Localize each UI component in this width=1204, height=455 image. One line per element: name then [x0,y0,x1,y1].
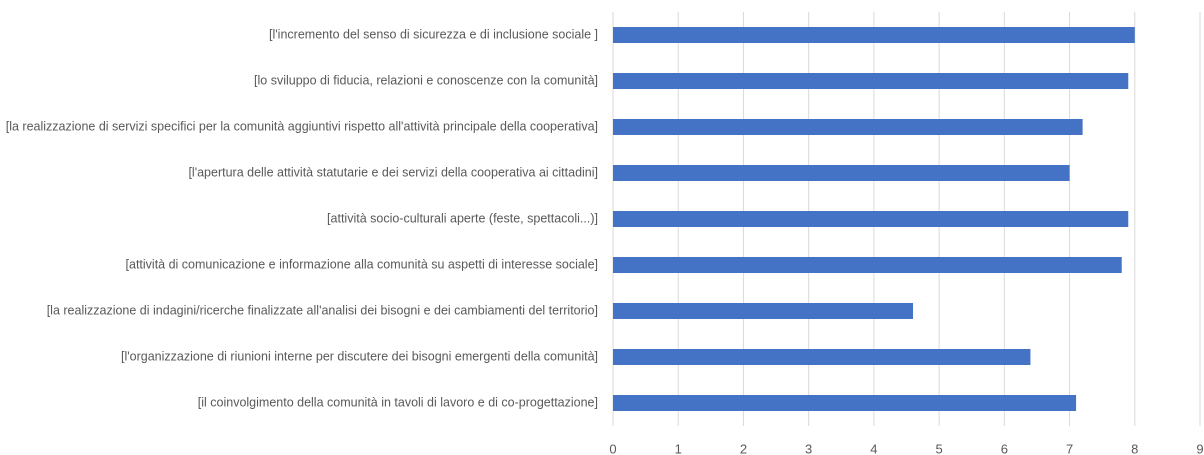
y-tick-label-box: [il coinvolgimento della comunità in tav… [4,394,598,413]
y-tick-label: [lo sviluppo di fiducia, relazioni e con… [254,73,598,88]
y-tick-label: [attività socio-culturali aperte (feste,… [327,211,598,226]
bar [613,211,1129,227]
y-tick-label: [la realizzazione di servizi specifici p… [5,119,598,134]
y-tick-label-box: [la realizzazione di indagini/ricerche f… [4,302,598,321]
bar [613,119,1083,135]
x-tick-label: 2 [740,441,747,455]
y-tick-label: [l'organizzazione di riunioni interne pe… [121,349,598,364]
x-tick-label: 7 [1066,441,1073,455]
x-tick-label: 4 [870,441,877,455]
y-tick-label-box: [attività socio-culturali aperte (feste,… [4,210,598,229]
y-tick-label: [la realizzazione di indagini/ricerche f… [46,303,598,318]
bar [613,303,914,319]
y-tick-label: [attività di comunicazione e informazion… [125,257,598,272]
y-tick-label-box: [lo sviluppo di fiducia, relazioni e con… [4,72,598,91]
y-tick-label-box: [l'organizzazione di riunioni interne pe… [4,348,598,367]
x-tick-label: 5 [935,441,942,455]
x-tick-label: 8 [1131,441,1138,455]
x-tick-label: 3 [805,441,812,455]
y-tick-label-box: [la realizzazione di servizi specifici p… [4,118,598,137]
y-tick-label: [il coinvolgimento della comunità in tav… [197,395,598,410]
bar [613,165,1070,181]
y-tick-label-box: [attività di comunicazione e informazion… [4,256,598,275]
x-tick-label: 1 [675,441,682,455]
bar [613,349,1031,365]
bar [613,27,1135,43]
x-tick-label: 6 [1001,441,1008,455]
y-tick-label: [l'incremento del senso di sicurezza e d… [269,27,598,42]
x-tick-label: 0 [609,441,616,455]
bar [613,395,1077,411]
y-tick-label-box: [l'apertura delle attività statutarie e … [4,164,598,183]
x-tick-label: 9 [1196,441,1203,455]
bar [613,73,1129,89]
y-tick-label-box: [l'incremento del senso di sicurezza e d… [4,26,598,45]
y-tick-label: [l'apertura delle attività statutarie e … [188,165,598,180]
bar [613,257,1122,273]
